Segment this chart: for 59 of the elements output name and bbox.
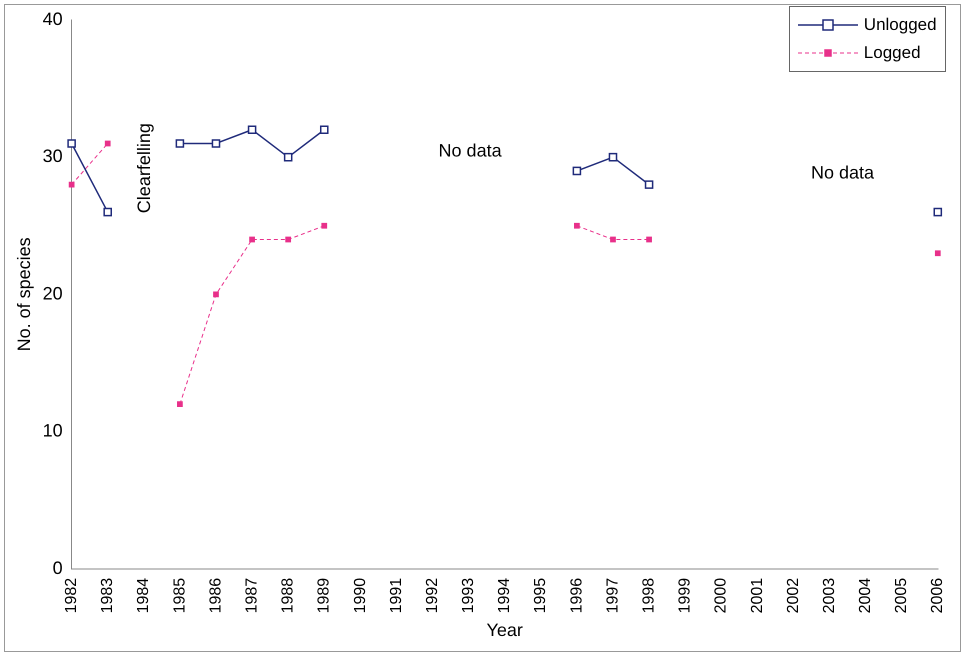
point	[934, 250, 941, 256]
x-tick-label: 2006	[929, 578, 946, 614]
x-tick-label: 2000	[712, 578, 730, 614]
point	[248, 125, 256, 134]
point	[646, 236, 652, 242]
point	[249, 236, 255, 242]
x-tick-label: 1997	[604, 578, 622, 614]
point	[608, 152, 618, 162]
y-tick-label: 40	[42, 8, 63, 29]
point	[176, 139, 184, 148]
x-tick-label: 1998	[640, 578, 658, 614]
x-tick-label: 1994	[496, 578, 514, 614]
point	[321, 222, 328, 229]
x-axis-title: Year	[486, 620, 523, 640]
point	[644, 180, 654, 189]
x-tick-label: 2001	[748, 578, 766, 614]
legend-label: Unlogged	[864, 15, 937, 35]
x-tick-label: 2004	[857, 578, 874, 614]
x-tick-label: 1985	[171, 578, 188, 614]
x-tick-label: 1995	[532, 578, 550, 614]
x-tick-label: 1989	[316, 578, 333, 614]
point	[68, 182, 74, 188]
legend-label: Logged	[864, 43, 921, 63]
point	[934, 208, 942, 216]
x-tick-label: 1992	[424, 578, 441, 614]
x-tick-label: 1993	[460, 578, 478, 614]
point	[610, 236, 616, 242]
point	[212, 139, 220, 148]
y-tick-label: 10	[42, 420, 63, 441]
point	[320, 125, 329, 134]
point	[572, 166, 582, 176]
x-tick-label: 2005	[893, 578, 910, 614]
x-tick-label: 1990	[352, 578, 369, 614]
x-tick-label: 1988	[280, 578, 297, 614]
y-axis-title: No. of species	[14, 237, 34, 352]
x-tick-label: 1996	[568, 578, 586, 614]
point	[103, 208, 112, 216]
y-tick-label: 0	[52, 558, 63, 578]
annotation: No data	[810, 162, 876, 183]
point	[285, 236, 292, 242]
point	[574, 222, 580, 229]
x-tick-label: 2003	[820, 578, 838, 614]
x-tick-label: 2002	[784, 578, 802, 614]
x-tick-label: 1984	[135, 578, 152, 614]
point	[104, 140, 111, 146]
annotation: Clearfelling	[134, 123, 154, 214]
point	[284, 152, 292, 162]
x-tick-label: 1991	[388, 578, 405, 614]
point	[177, 401, 183, 408]
x-tick-label: 1986	[207, 578, 224, 614]
point	[213, 292, 219, 298]
y-tick-label: 20	[42, 283, 63, 304]
point	[67, 139, 76, 148]
x-tick-label: 1999	[676, 578, 694, 614]
x-tick-label: 1982	[63, 578, 80, 614]
y-tick-label: 30	[42, 146, 63, 166]
annotation: No data	[438, 140, 503, 161]
x-tick-label: 1983	[99, 578, 116, 614]
x-tick-label: 1987	[243, 578, 260, 614]
